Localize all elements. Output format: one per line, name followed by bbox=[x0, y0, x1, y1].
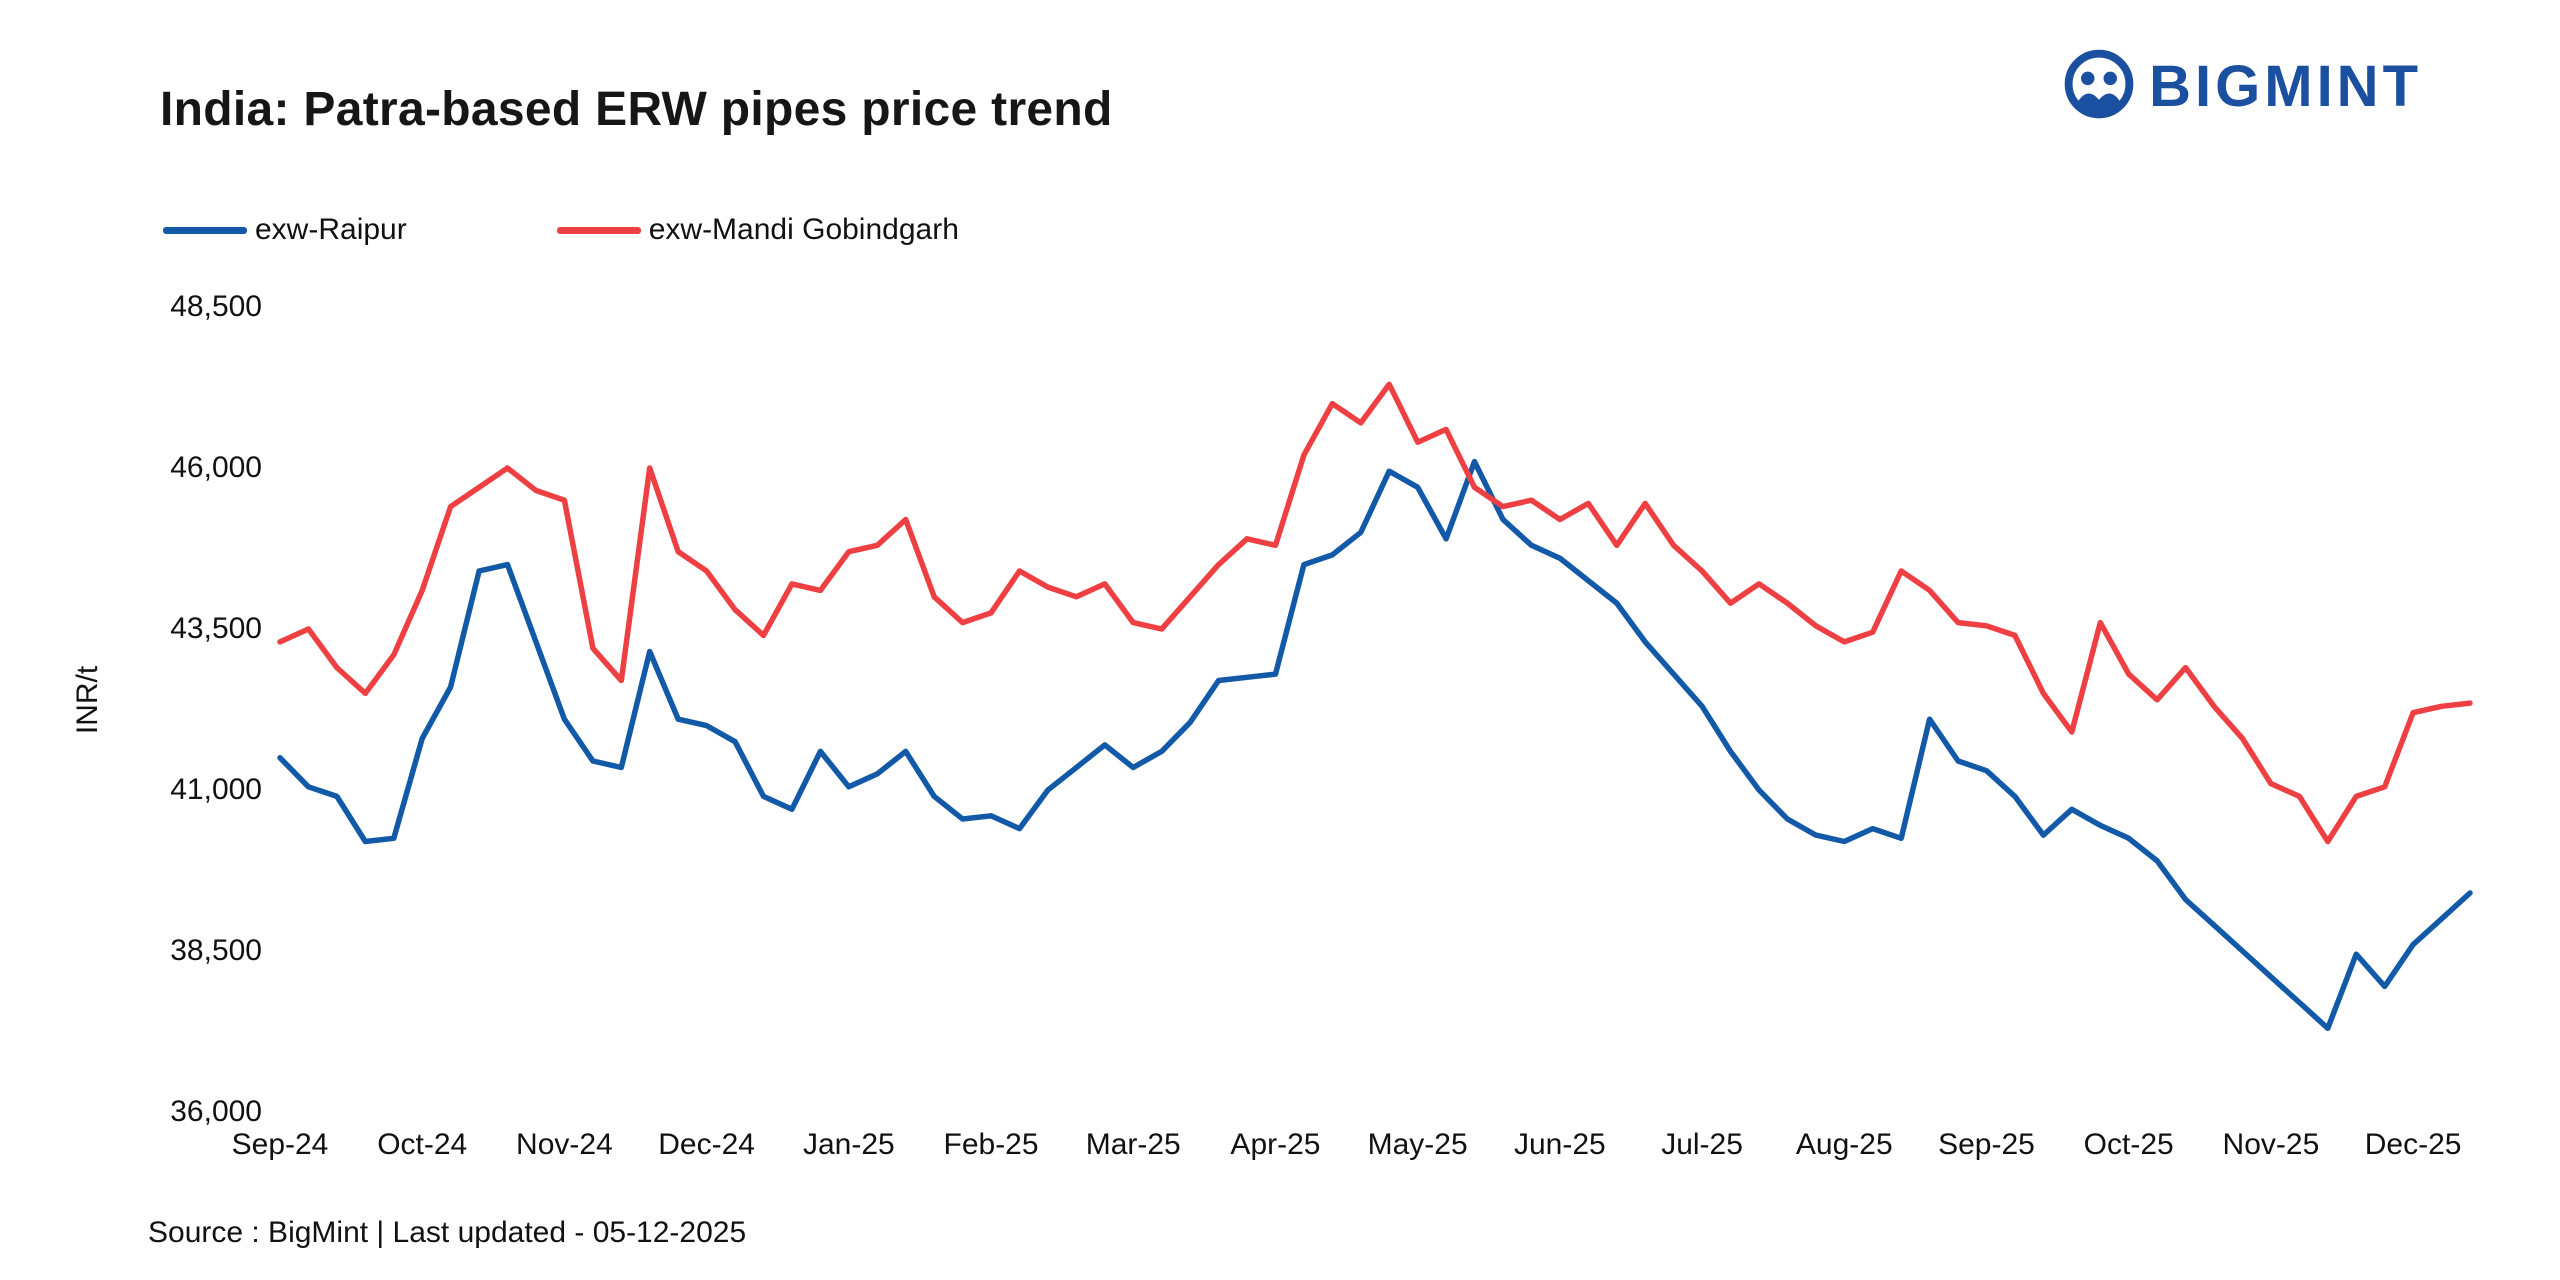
x-tick-label: Mar-25 bbox=[1085, 1128, 1181, 1161]
x-tick-label: Oct-24 bbox=[377, 1128, 468, 1161]
legend-swatch-raipur bbox=[163, 226, 247, 234]
legend-label-mandi-gobindgarh: exw-Mandi Gobindgarh bbox=[648, 213, 959, 246]
bigmint-logo-icon bbox=[2063, 48, 2135, 125]
y-tick-label: 38,500 bbox=[170, 934, 262, 967]
x-tick-label: Jun-25 bbox=[1513, 1128, 1606, 1161]
bigmint-logo-text: BIGMINT bbox=[2149, 54, 2422, 119]
x-tick-label: Oct-25 bbox=[2083, 1128, 2174, 1161]
source-note: Source : BigMint | Last updated - 05-12-… bbox=[148, 1216, 747, 1249]
x-tick-label: Jul-25 bbox=[1661, 1128, 1743, 1161]
legend-item-raipur: exw-Raipur bbox=[163, 213, 407, 247]
x-tick-label: Nov-25 bbox=[2222, 1128, 2320, 1161]
y-tick-label: 46,000 bbox=[170, 451, 262, 484]
legend-label-raipur: exw-Raipur bbox=[255, 213, 407, 246]
x-tick-label: Nov-24 bbox=[516, 1128, 613, 1161]
x-tick-label: Sep-24 bbox=[231, 1128, 329, 1161]
page-title: India: Patra-based ERW pipes price trend bbox=[160, 83, 1113, 136]
y-tick-label: 43,500 bbox=[170, 612, 262, 645]
x-tick-label: Aug-25 bbox=[1795, 1128, 1893, 1161]
x-tick-label: May-25 bbox=[1367, 1128, 1468, 1161]
price-trend-chart bbox=[277, 381, 2473, 1032]
chart-legend: exw-Raipur exw-Mandi Gobindgarh bbox=[163, 213, 959, 247]
y-tick-label: 41,000 bbox=[170, 773, 262, 806]
chart-line-exw-raipur bbox=[277, 458, 2473, 1032]
bigmint-logo: BIGMINT bbox=[2063, 48, 2422, 125]
chart-line-exw-mandi-gobindgarh bbox=[277, 381, 2473, 845]
x-tick-label: Dec-24 bbox=[658, 1128, 755, 1161]
y-axis-title: INR/t bbox=[71, 665, 104, 735]
y-tick-label: 48,500 bbox=[170, 290, 262, 323]
x-tick-label: Sep-25 bbox=[1938, 1128, 2035, 1161]
x-tick-label: Dec-25 bbox=[2364, 1128, 2462, 1161]
x-tick-label: Apr-25 bbox=[1230, 1128, 1321, 1161]
x-tick-label: Jan-25 bbox=[802, 1128, 895, 1161]
legend-swatch-mandi-gobindgarh bbox=[556, 226, 641, 234]
legend-item-mandi-gobindgarh: exw-Mandi Gobindgarh bbox=[556, 213, 959, 247]
x-tick-label: Feb-25 bbox=[943, 1128, 1039, 1161]
y-tick-label: 36,000 bbox=[170, 1095, 262, 1128]
